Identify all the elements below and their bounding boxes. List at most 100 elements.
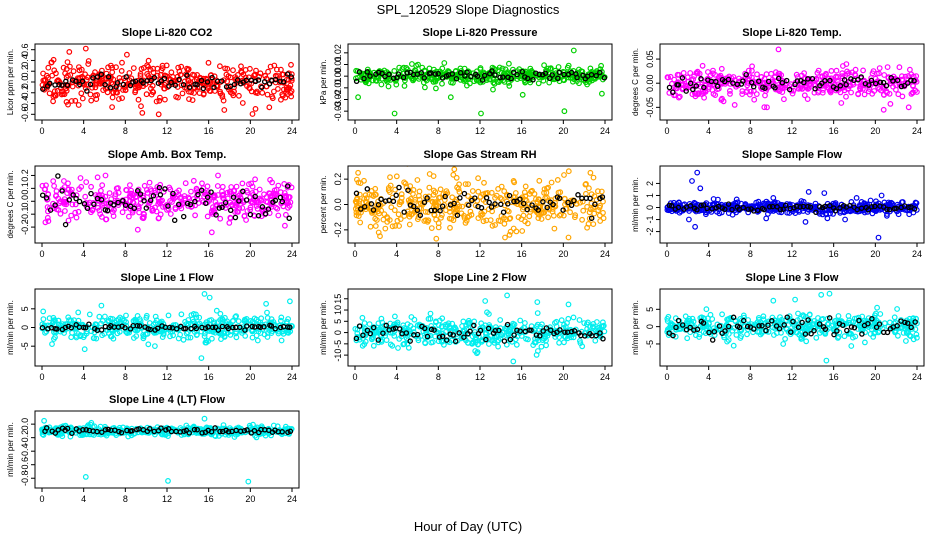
data-point [581, 330, 588, 337]
reference-point [822, 78, 828, 84]
reference-point [428, 326, 435, 333]
data-point [432, 189, 439, 196]
x-tick-label: 0 [39, 372, 44, 382]
data-point [282, 94, 289, 101]
data-point [450, 171, 457, 178]
reference-point [261, 78, 268, 85]
data-point [556, 339, 562, 346]
reference-point [421, 75, 428, 81]
data-point [415, 61, 421, 68]
outlier-point [81, 346, 88, 353]
y-tick-label: -5 [333, 340, 343, 348]
reference-point [683, 88, 689, 94]
data-point [173, 93, 180, 100]
reference-point [780, 206, 786, 212]
reference-point [711, 328, 718, 335]
outlier-point [198, 355, 205, 362]
y-tick-label: 0.1 [20, 182, 30, 195]
data-point [278, 314, 285, 321]
data-point [497, 317, 504, 323]
data-point [881, 320, 888, 327]
data-point [361, 341, 368, 348]
data-point [763, 215, 770, 222]
reference-point [272, 325, 278, 332]
data-point [576, 317, 583, 323]
data-point [891, 314, 898, 321]
data-point [545, 214, 551, 221]
reference-point [170, 190, 176, 197]
data-point [365, 80, 372, 87]
reference-point [756, 78, 762, 84]
reference-point [370, 324, 377, 331]
data-point [818, 316, 825, 323]
data-point [803, 338, 810, 345]
x-tick-label: 16 [517, 249, 527, 259]
data-point [401, 179, 408, 186]
data-point [378, 81, 385, 88]
reference-point [725, 76, 732, 83]
reference-point [587, 195, 593, 202]
data-point [243, 217, 250, 223]
reference-point [390, 198, 397, 205]
outlier-point [561, 108, 568, 115]
data-point [370, 334, 376, 341]
data-point [353, 75, 359, 82]
outlier-point [565, 301, 572, 308]
x-tick-label: 0 [39, 126, 44, 136]
outlier-point [692, 223, 698, 230]
data-point [702, 81, 708, 88]
data-point [422, 340, 429, 347]
reference-point [883, 82, 890, 89]
reference-point [562, 329, 568, 335]
reference-point [761, 206, 767, 213]
data-point [79, 95, 86, 102]
reference-point [750, 83, 757, 90]
reference-point [575, 192, 581, 198]
reference-point [709, 337, 716, 343]
reference-point [154, 325, 161, 332]
data-point [234, 208, 241, 215]
data-point [235, 92, 242, 99]
data-point [130, 335, 137, 341]
reference-point [555, 75, 561, 82]
data-point [288, 61, 294, 68]
data-point [874, 202, 881, 209]
outlier-point [215, 172, 221, 179]
data-point [75, 309, 82, 316]
data-point [140, 214, 147, 220]
data-point [85, 58, 92, 64]
data-point [751, 96, 758, 103]
data-point [267, 193, 274, 200]
data-point [218, 336, 224, 343]
reference-point [679, 75, 686, 81]
data-point [435, 207, 441, 214]
reference-point [477, 327, 484, 334]
data-point [513, 341, 520, 348]
data-point [535, 80, 542, 87]
reference-point [574, 74, 580, 81]
x-tick-label: 12 [787, 126, 797, 136]
reference-point [784, 314, 790, 320]
x-tick-label: 8 [436, 372, 441, 382]
x-tick-label: 8 [123, 249, 128, 259]
reference-point [76, 198, 83, 205]
reference-point [788, 329, 794, 335]
data-point [222, 65, 229, 72]
reference-point [367, 330, 374, 337]
data-point [219, 183, 226, 190]
data-point [116, 85, 122, 91]
data-point [525, 336, 531, 343]
x-tick-label: 24 [912, 372, 922, 382]
data-point [248, 88, 255, 95]
reference-point [193, 325, 200, 332]
data-point [718, 96, 725, 103]
data-point [531, 190, 538, 197]
data-point [401, 82, 408, 89]
reference-point [868, 77, 875, 84]
reference-point [102, 81, 108, 88]
outlier-point [355, 169, 362, 176]
reference-point [817, 203, 823, 210]
reference-point [195, 191, 201, 198]
reference-point [756, 323, 762, 329]
